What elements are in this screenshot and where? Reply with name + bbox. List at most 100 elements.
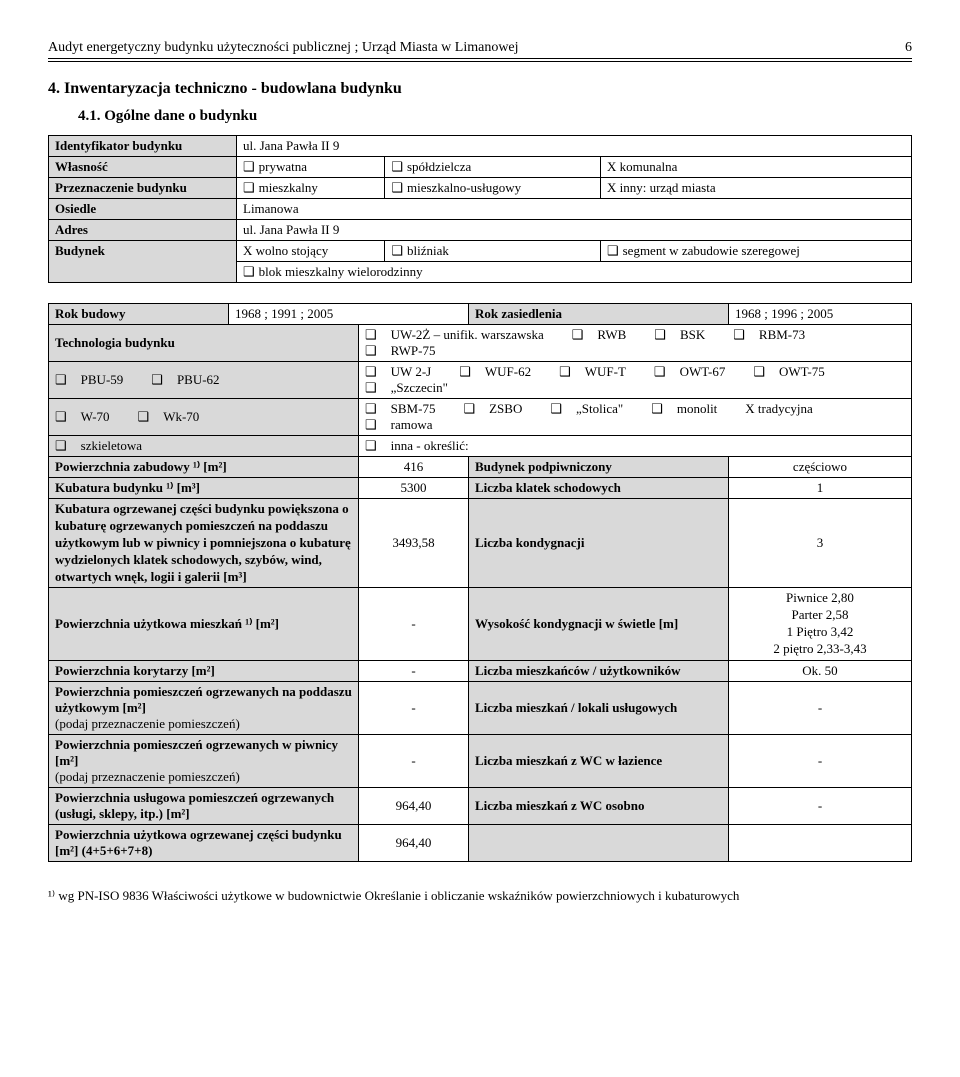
label-pow-zabudowy: Powierzchnia zabudowy ¹⁾ [m²] [49, 457, 359, 478]
label-kubatura: Kubatura budynku ¹⁾ [m³] [49, 478, 359, 499]
checkbox-icon: ❑ [138, 409, 150, 425]
option-item: ❑PBU-62 [151, 372, 233, 387]
tech-row4-left: ❑W-70 ❑Wk-70 [49, 399, 359, 436]
checkbox-icon: ❑ [391, 180, 403, 196]
table-row: Powierzchnia pomieszczeń ogrzewanych na … [49, 682, 912, 735]
label-klatki: Liczba klatek schodowych [469, 478, 729, 499]
table-row: Technologia budynku ❑UW-2Ż – unifik. war… [49, 325, 912, 362]
value-kondygnacje: 3 [729, 499, 912, 588]
option-item: ❑„Stolica" [550, 401, 637, 416]
tech-row3-right: ❑UW 2-J❑WUF-62❑WUF-T❑OWT-67❑OWT-75❑„Szcz… [359, 362, 912, 399]
table-row: ❑szkieletowa ❑inna - określić: [49, 436, 912, 457]
label-lokali: Liczba mieszkań / lokali usługowych [469, 682, 729, 735]
option-item: ❑RWP-75 [365, 343, 449, 358]
checkbox-icon: ❑ [365, 343, 377, 359]
label-podpiwniczony: Budynek podpiwniczony [469, 457, 729, 478]
checkbox-icon: ❑ [651, 401, 663, 417]
option-item: X tradycyjna [745, 401, 827, 416]
label-wc-lazience: Liczba mieszkań z WC w łazience [469, 735, 729, 788]
checkbox-icon: ❑ [55, 372, 67, 388]
technologia-opts: ❑UW-2Ż – unifik. warszawska❑RWB❑BSK❑RBM-… [359, 325, 912, 362]
label-adres: Adres [49, 220, 237, 241]
label-pow-piwnica: Powierzchnia pomieszczeń ogrzewanych w p… [49, 735, 359, 788]
value-pow-ogrzewanej: 964,40 [359, 825, 469, 862]
table-row: Przeznaczenie budynku ❑mieszkalny ❑miesz… [49, 178, 912, 199]
table-row: Powierzchnia zabudowy ¹⁾ [m²] 416 Budyne… [49, 457, 912, 478]
value-kubatura: 5300 [359, 478, 469, 499]
label-pow-uzytkowa-mieszkan: Powierzchnia użytkowa mieszkań ¹⁾ [m²] [49, 588, 359, 661]
option-item: ❑inna - określić: [365, 438, 483, 453]
label-przeznaczenie: Przeznaczenie budynku [49, 178, 237, 199]
value-r14-2 [729, 825, 912, 862]
header-divider [48, 61, 912, 62]
value-adres: ul. Jana Pawła II 9 [237, 220, 912, 241]
option-item: ❑OWT-67 [654, 364, 739, 379]
label-pow-ogrzewanej: Powierzchnia użytkowa ogrzewanej części … [49, 825, 359, 862]
table-row: Własność ❑prywatna ❑spółdzielcza X komun… [49, 157, 912, 178]
checkbox-icon: ❑ [243, 159, 255, 175]
label-wc-osobno: Liczba mieszkań z WC osobno [469, 788, 729, 825]
label-osiedle: Osiedle [49, 199, 237, 220]
subsection-title: 4.1. Ogólne dane o budynku [78, 108, 912, 125]
option-item: ❑szkieletowa [55, 438, 156, 453]
value-pow-korytarzy: - [359, 661, 469, 682]
label-pow-poddasze: Powierzchnia pomieszczeń ogrzewanych na … [49, 682, 359, 735]
checkbox-icon: ❑ [550, 401, 562, 417]
building-id-table: Identyfikator budynku ul. Jana Pawła II … [48, 135, 912, 283]
checkbox-icon: ❑ [753, 364, 765, 380]
checkbox-icon: ❑ [459, 364, 471, 380]
label-technologia: Technologia budynku [49, 325, 359, 362]
checkbox-icon: ❑ [243, 264, 255, 280]
option-item: ❑BSK [654, 327, 719, 342]
table-row: Adres ul. Jana Pawła II 9 [49, 220, 912, 241]
value-pow-uslugowa: 964,40 [359, 788, 469, 825]
value-wysokosc-kond: Piwnice 2,80 Parter 2,58 1 Piętro 3,42 2… [729, 588, 912, 661]
checkbox-icon: ❑ [365, 417, 377, 433]
option-item: ❑Wk-70 [138, 409, 214, 424]
value-wc-lazience: - [729, 735, 912, 788]
section-title: 4. Inwentaryzacja techniczno - budowlana… [48, 80, 912, 98]
table-row: Rok budowy 1968 ; 1991 ; 2005 Rok zasied… [49, 304, 912, 325]
checkbox-icon: ❑ [365, 364, 377, 380]
tech-row4-right: ❑SBM-75❑ZSBO❑„Stolica"❑monolitX tradycyj… [359, 399, 912, 436]
budynek-opt4: ❑blok mieszkalny wielorodzinny [237, 262, 912, 283]
option-item: ❑RBM-73 [733, 327, 819, 342]
label-kubatura-ogrz: Kubatura ogrzewanej części budynku powię… [49, 499, 359, 588]
option-item: ❑W-70 [55, 409, 124, 424]
przeznaczenie-opt1: ❑mieszkalny [237, 178, 385, 199]
label-mieszkancow: Liczba mieszkańców / użytkowników [469, 661, 729, 682]
value-pow-uzytkowa-mieszkan: - [359, 588, 469, 661]
wlasnosc-opt2: ❑spółdzielcza [385, 157, 601, 178]
option-item: ❑ramowa [365, 417, 447, 432]
value-pow-zabudowy: 416 [359, 457, 469, 478]
checkbox-icon: ❑ [391, 159, 403, 175]
option-item: ❑RWB [572, 327, 641, 342]
option-item: ❑OWT-75 [753, 364, 838, 379]
checkbox-icon: ❑ [55, 438, 67, 454]
checkbox-icon: ❑ [365, 401, 377, 417]
checkbox-icon: ❑ [733, 327, 745, 343]
checkbox-icon: ❑ [463, 401, 475, 417]
table-row: Powierzchnia korytarzy [m²] - Liczba mie… [49, 661, 912, 682]
budynek-opt3: ❑segment w zabudowie szeregowej [600, 241, 911, 262]
value-pow-poddasze: - [359, 682, 469, 735]
table-row: Powierzchnia pomieszczeń ogrzewanych w p… [49, 735, 912, 788]
label-rok-zasiedlenia: Rok zasiedlenia [469, 304, 729, 325]
value-osiedle: Limanowa [237, 199, 912, 220]
table-row: Budynek X wolno stojący ❑bliźniak ❑segme… [49, 241, 912, 262]
table-row: Kubatura budynku ¹⁾ [m³] 5300 Liczba kla… [49, 478, 912, 499]
label-pow-korytarzy: Powierzchnia korytarzy [m²] [49, 661, 359, 682]
checkbox-icon: ❑ [607, 243, 619, 259]
footnote: ¹⁾ wg PN-ISO 9836 Właściwości użytkowe w… [48, 888, 912, 904]
option-item: ❑„Szczecin" [365, 380, 462, 395]
option-item: ❑ZSBO [463, 401, 536, 416]
checkbox-icon: ❑ [572, 327, 584, 343]
header-page-number: 6 [905, 40, 912, 56]
label-wlasnosc: Własność [49, 157, 237, 178]
label-budynek: Budynek [49, 241, 237, 283]
checkbox-icon: ❑ [654, 327, 666, 343]
checkbox-icon: ❑ [55, 409, 67, 425]
page-header: Audyt energetyczny budynku użyteczności … [48, 40, 912, 59]
label-kondygnacje: Liczba kondygnacji [469, 499, 729, 588]
option-item: ❑monolit [651, 401, 731, 416]
